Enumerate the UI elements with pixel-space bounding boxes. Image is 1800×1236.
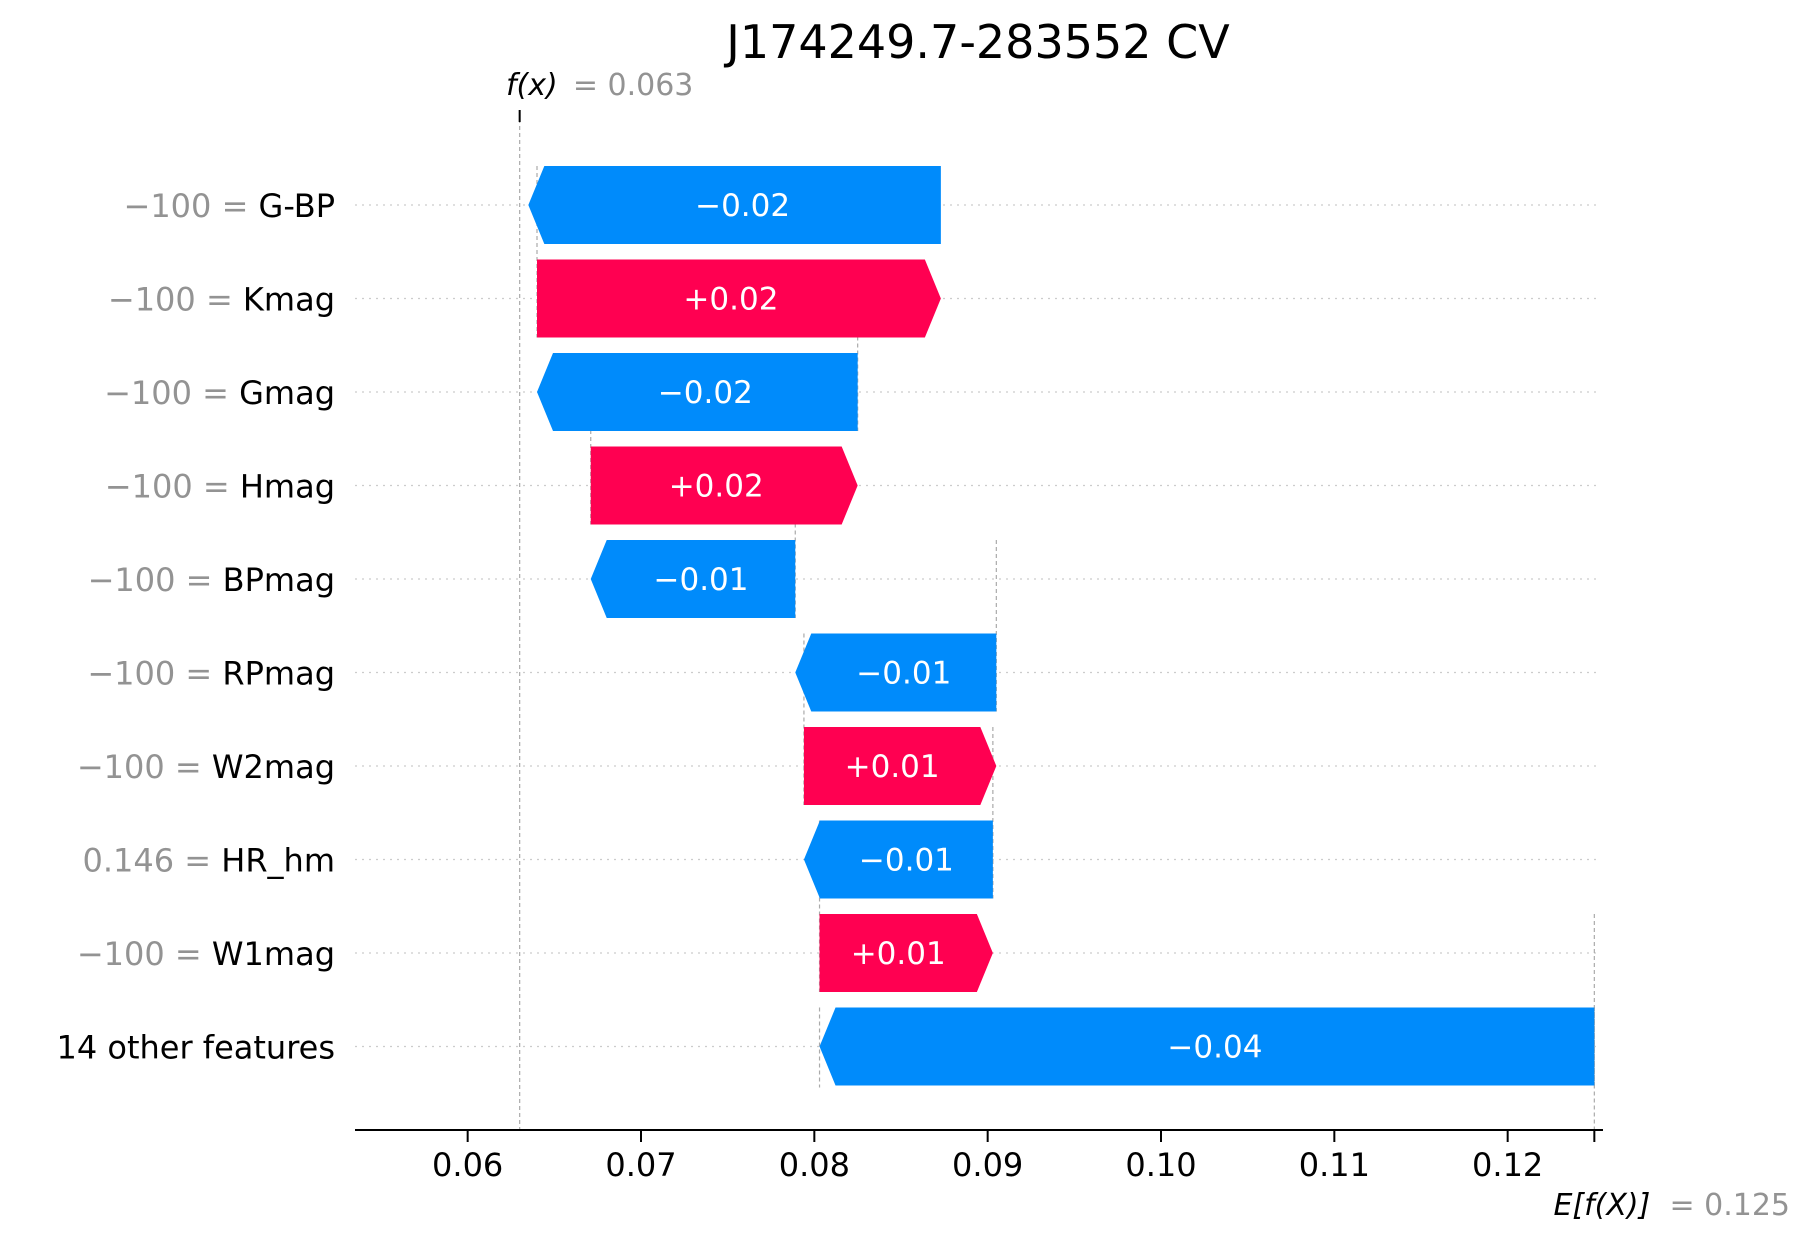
feature-label: −100 = Hmag: [105, 468, 335, 506]
feature-name: BPmag: [223, 561, 335, 599]
feature-labels: −100 = G-BP−100 = Kmag−100 = Gmag−100 = …: [56, 187, 335, 1067]
bar-positive: [803, 727, 997, 805]
feature-name: 14 other features: [56, 1029, 335, 1067]
feature-label: −100 = Gmag: [104, 374, 335, 412]
feature-value: −100 =: [77, 935, 212, 973]
efx-value: = 0.125: [1669, 1188, 1790, 1223]
annotations: f(x) = 0.063 E[f(X)] = 0.125: [506, 68, 1790, 1223]
feature-label: −100 = W2mag: [77, 748, 335, 786]
bar-negative: [795, 633, 997, 712]
bar-value-label: −0.04: [1167, 1030, 1262, 1066]
feature-name: Hmag: [240, 468, 335, 506]
x-tick-label: 0.10: [1125, 1146, 1196, 1184]
bar-negative: [537, 353, 858, 431]
efx-label: E[f(X)]: [1553, 1188, 1650, 1223]
bar-value-label: −0.01: [654, 562, 749, 598]
x-tick-label: 0.08: [779, 1146, 850, 1184]
bar-value-label: +0.01: [845, 749, 940, 785]
feature-name: RPmag: [222, 655, 335, 693]
feature-name: Kmag: [243, 281, 335, 319]
feature-value: −100 =: [124, 187, 259, 225]
feature-value: −100 =: [77, 748, 212, 786]
feature-value: −100 =: [108, 281, 243, 319]
bar-negative: [528, 166, 941, 244]
bar-negative: [803, 820, 993, 899]
x-tick-label: 0.06: [432, 1146, 503, 1184]
x-axis: 0.06 0.07 0.08 0.09 0.10 0.11 0.12: [355, 1129, 1603, 1184]
feature-label: −100 = G-BP: [124, 187, 336, 225]
x-tick-label: 0.07: [605, 1146, 676, 1184]
feature-label: −100 = Kmag: [108, 281, 335, 319]
x-tick-label: 0.12: [1472, 1146, 1543, 1184]
fx-value: = 0.063: [573, 68, 694, 103]
feature-label: −100 = BPmag: [88, 561, 335, 599]
feature-label: 0.146 = HR_hm: [82, 842, 335, 880]
bar-positive: [537, 259, 941, 338]
bar-value-label: +0.02: [683, 282, 778, 318]
feature-label: −100 = W1mag: [77, 935, 335, 973]
bar-value-label: −0.01: [856, 656, 951, 692]
feature-label: 14 other features: [56, 1029, 335, 1067]
fx-annotation: f(x) = 0.063: [506, 68, 693, 103]
bar-positive: [590, 446, 858, 525]
bar-negative: [590, 540, 796, 618]
bar-negative: [819, 1007, 1595, 1086]
bar-positive: [819, 914, 993, 992]
feature-name: W2mag: [212, 748, 335, 786]
feature-value: −100 =: [87, 655, 222, 693]
feature-name: G-BP: [259, 187, 335, 225]
bar-value-label: −0.02: [695, 188, 790, 224]
feature-value: −100 =: [105, 468, 240, 506]
fx-label: f(x): [506, 68, 558, 103]
efx-annotation: E[f(X)] = 0.125: [1553, 1188, 1790, 1223]
feature-name: Gmag: [239, 374, 335, 412]
bar-value-label: −0.01: [859, 843, 954, 879]
bar-value-label: −0.02: [658, 375, 753, 411]
feature-name: W1mag: [212, 935, 335, 973]
bar-value-label: +0.01: [851, 936, 946, 972]
feature-label: −100 = RPmag: [87, 655, 335, 693]
bars: −0.02 +0.02 −0.02 +0.02 −0.01 −0.01 +0.01 −0.01…: [528, 166, 1595, 1086]
feature-value: −100 =: [104, 374, 239, 412]
feature-name: HR_hm: [221, 842, 335, 880]
feature-value: 0.146 =: [82, 842, 221, 880]
bar-value-label: +0.02: [669, 469, 764, 505]
x-tick-label: 0.09: [952, 1146, 1023, 1184]
feature-value: −100 =: [88, 561, 223, 599]
chart-title: J174249.7-283552 CV: [723, 15, 1230, 69]
x-tick-label: 0.11: [1299, 1146, 1370, 1184]
